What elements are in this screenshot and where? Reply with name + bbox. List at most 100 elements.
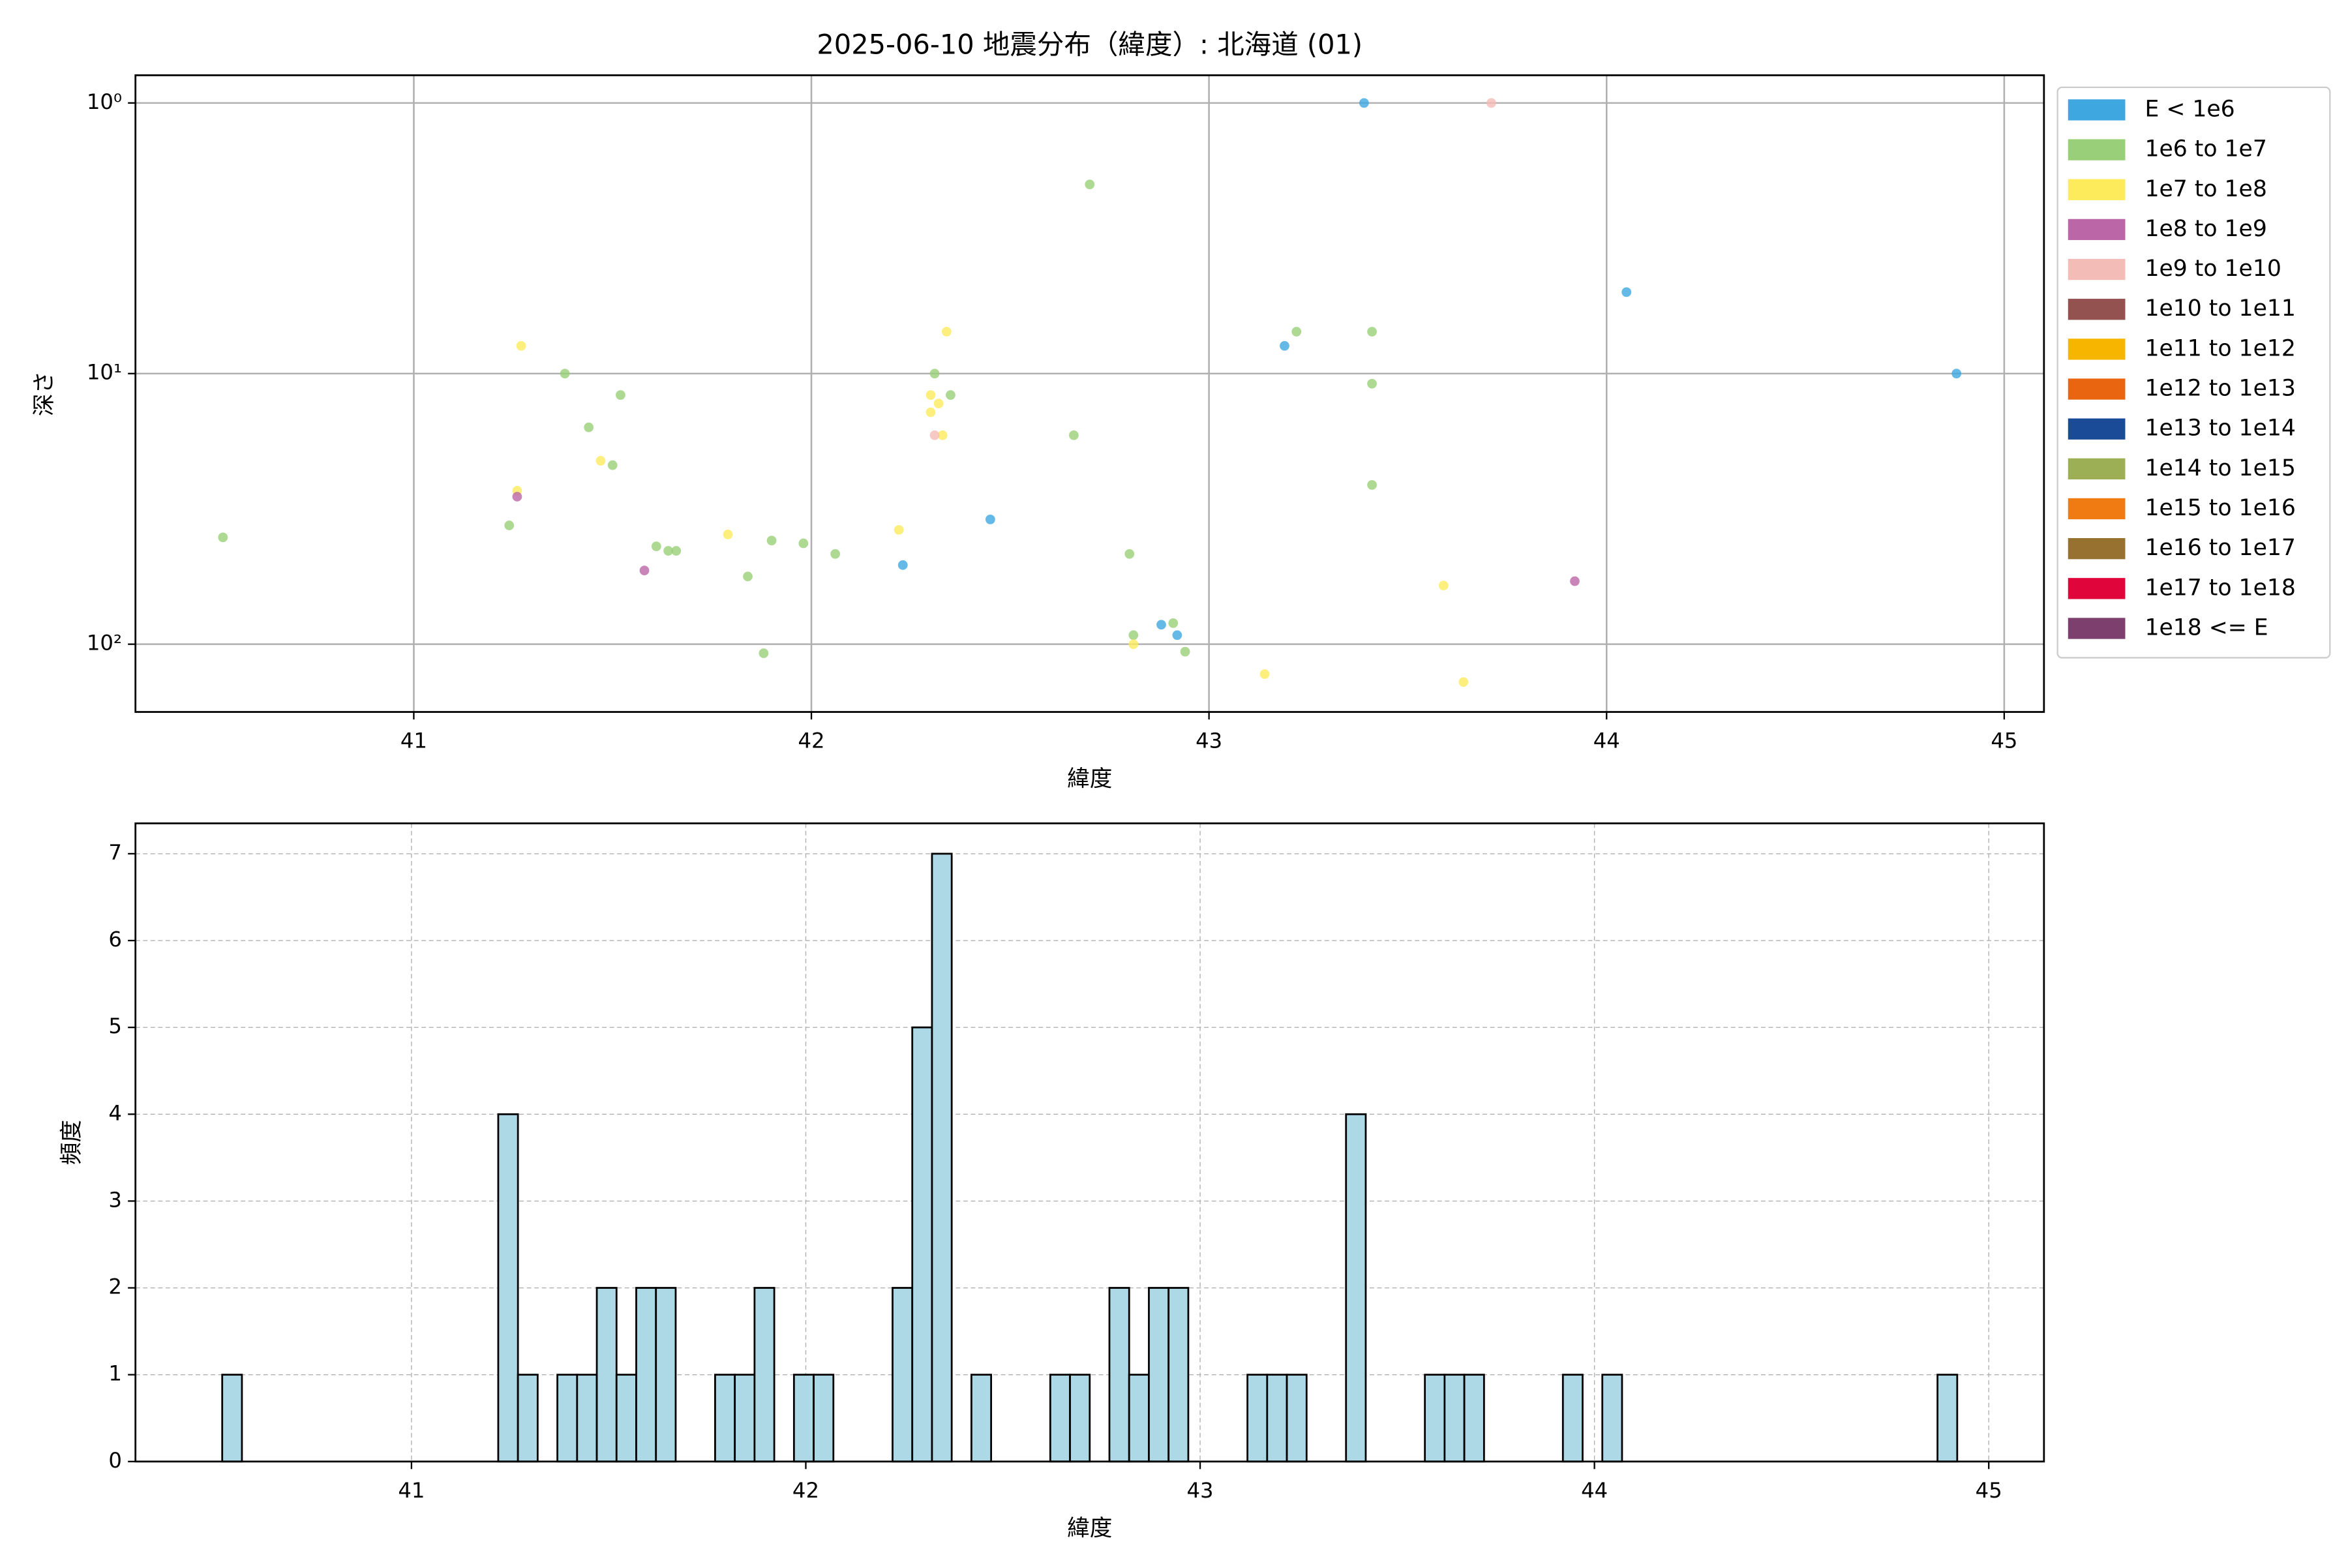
data-point <box>985 515 995 524</box>
histogram-bar <box>792 1374 815 1463</box>
histogram-bar <box>497 1113 519 1463</box>
data-point <box>1486 98 1496 108</box>
x-tick-label: 42 <box>798 729 824 753</box>
x-tick-label: 43 <box>1186 1478 1213 1503</box>
histogram-bar <box>1049 1374 1071 1463</box>
legend-label: E < 1e6 <box>2145 96 2235 122</box>
histogram-bar <box>1128 1374 1150 1463</box>
histogram-bar <box>1345 1113 1367 1463</box>
legend-label: 1e15 to 1e16 <box>2145 495 2295 521</box>
data-point <box>651 541 661 552</box>
legend-swatch <box>2068 258 2126 280</box>
data-point <box>926 390 936 400</box>
x-tick-label: 45 <box>1976 1478 2002 1503</box>
histogram-bar <box>1936 1374 1959 1463</box>
data-point <box>897 560 908 570</box>
histogram-bar <box>1463 1374 1485 1463</box>
legend-box <box>2056 86 2331 659</box>
legend-swatch <box>2068 618 2126 639</box>
data-point <box>830 549 841 559</box>
histogram-bar <box>971 1374 993 1463</box>
histogram-bar <box>595 1287 618 1463</box>
data-point <box>743 571 753 582</box>
legend-label: 1e13 to 1e14 <box>2145 415 2295 442</box>
histogram-bar <box>931 852 953 1463</box>
data-point <box>1367 480 1377 490</box>
data-point <box>1180 646 1190 657</box>
legend-label: 1e16 to 1e17 <box>2145 535 2295 561</box>
y-tick-label: 3 <box>108 1187 122 1212</box>
histogram-bar <box>1246 1374 1269 1463</box>
data-point <box>1156 620 1166 630</box>
x-tick-label: 42 <box>792 1478 819 1503</box>
legend-swatch <box>2068 179 2126 200</box>
data-point <box>894 524 904 535</box>
data-point <box>1951 369 1962 379</box>
y-tick-label: 10¹ <box>87 360 122 385</box>
data-point <box>1570 576 1580 586</box>
data-point <box>607 460 618 470</box>
histogram-bar <box>1266 1374 1288 1463</box>
chart-title: 2025-06-10 地震分布（緯度）: 北海道 (01) <box>817 29 1362 61</box>
x-tick-label: 43 <box>1196 729 1222 753</box>
legend-label: 1e14 to 1e15 <box>2145 455 2295 481</box>
data-point <box>798 538 809 549</box>
legend-swatch <box>2068 378 2126 400</box>
data-point <box>516 340 526 351</box>
legend-swatch <box>2068 578 2126 599</box>
data-point <box>504 520 515 530</box>
data-point <box>1085 179 1095 190</box>
legend-swatch <box>2068 538 2126 560</box>
data-point <box>759 648 769 658</box>
plot-frame <box>134 74 2045 713</box>
legend-swatch <box>2068 418 2126 440</box>
histogram-bar <box>1424 1374 1446 1463</box>
x-tick-label: 41 <box>398 1478 425 1503</box>
y-tick-label: 2 <box>108 1274 122 1299</box>
data-point <box>560 369 570 379</box>
legend-label: 1e11 to 1e12 <box>2145 335 2295 361</box>
data-point <box>671 546 682 556</box>
legend-label: 1e10 to 1e11 <box>2145 295 2295 322</box>
data-point <box>933 399 944 409</box>
data-point <box>1458 677 1469 687</box>
data-point <box>663 546 673 556</box>
x-tick-label: 44 <box>1581 1478 1608 1503</box>
y-axis-label: 深さ <box>31 371 57 416</box>
data-point <box>595 456 606 466</box>
histogram-bar <box>714 1374 736 1463</box>
legend-swatch <box>2068 139 2126 160</box>
data-point <box>616 390 625 400</box>
y-tick-label: 5 <box>108 1014 122 1038</box>
data-point <box>926 407 936 417</box>
x-axis-label: 緯度 <box>1067 766 1112 792</box>
data-point <box>941 327 952 337</box>
legend-label: 1e17 to 1e18 <box>2145 575 2295 601</box>
data-point <box>929 430 940 440</box>
data-point <box>584 422 594 432</box>
plot-frame <box>134 822 2045 1463</box>
y-tick-label: 1 <box>108 1361 122 1386</box>
legend-swatch <box>2068 99 2126 121</box>
data-point <box>1367 327 1377 337</box>
histogram-bar <box>753 1287 775 1463</box>
histogram-bar <box>1167 1287 1190 1463</box>
data-point <box>1124 549 1135 559</box>
histogram-bar <box>1561 1374 1584 1463</box>
legend-swatch <box>2068 299 2126 320</box>
y-tick-label: 10² <box>87 631 122 656</box>
x-tick-label: 44 <box>1593 729 1620 753</box>
data-point <box>1438 580 1449 591</box>
data-point <box>1259 669 1270 679</box>
data-point <box>1128 630 1139 641</box>
data-point <box>1128 639 1139 650</box>
data-point <box>937 430 948 440</box>
histogram-bar <box>911 1026 933 1463</box>
x-tick-label: 45 <box>1991 729 2017 753</box>
y-tick-label: 0 <box>108 1448 122 1473</box>
data-point <box>946 390 956 400</box>
histogram-bar <box>635 1287 657 1463</box>
histogram-bar <box>813 1374 835 1463</box>
y-tick-label: 6 <box>108 927 122 952</box>
